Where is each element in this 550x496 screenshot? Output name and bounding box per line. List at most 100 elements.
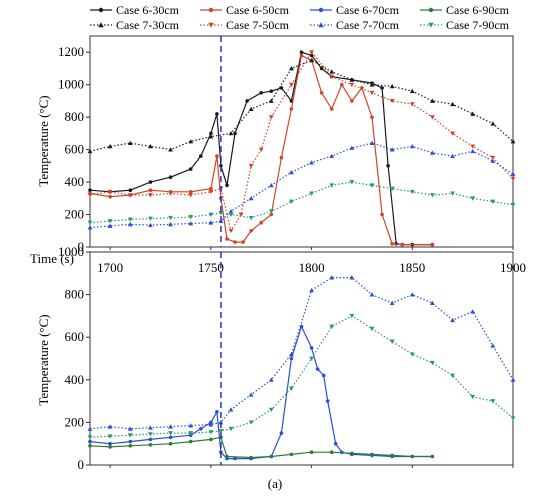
- data-point: [127, 217, 133, 222]
- data-point: [208, 189, 214, 195]
- data-point: [268, 115, 274, 120]
- data-point: [233, 240, 237, 244]
- data-point: [127, 193, 133, 198]
- data-point: [218, 429, 224, 434]
- data-point: [128, 188, 133, 192]
- data-point: [188, 193, 194, 198]
- data-point: [168, 221, 173, 227]
- data-point: [289, 169, 294, 175]
- data-point: [370, 115, 374, 119]
- legend-marker: [208, 7, 214, 13]
- data-point: [127, 140, 133, 146]
- data-point: [188, 139, 194, 144]
- series-line: [89, 51, 514, 233]
- data-point: [107, 434, 113, 439]
- series-line: [89, 142, 514, 229]
- data-point: [248, 392, 254, 397]
- data-point: [279, 155, 284, 160]
- data-point: [329, 69, 335, 74]
- top-y-tick-label: 800: [65, 109, 85, 124]
- data-point: [248, 420, 254, 425]
- bottom-plot-frame: [89, 251, 514, 466]
- data-point: [148, 437, 153, 442]
- data-point: [470, 148, 476, 154]
- data-point: [188, 439, 193, 444]
- data-point: [309, 57, 314, 63]
- data-point: [248, 163, 254, 169]
- data-point: [87, 220, 93, 226]
- series-case-7-90cm: [87, 180, 516, 226]
- series-line: [89, 277, 514, 430]
- data-point: [470, 309, 476, 314]
- data-point: [510, 176, 516, 182]
- data-point: [329, 324, 335, 329]
- data-point: [386, 164, 390, 168]
- data-point: [450, 317, 455, 323]
- data-point: [228, 426, 234, 432]
- data-point: [430, 360, 435, 366]
- bottom-y-tick-label: 800: [65, 287, 85, 302]
- legend-label: Case 7-90cm: [446, 18, 510, 32]
- data-point: [209, 186, 213, 191]
- bottom-y-tick-label: 0: [78, 457, 85, 472]
- data-point: [228, 212, 234, 217]
- data-point: [380, 212, 384, 217]
- legend-marker: [98, 7, 104, 13]
- data-point: [450, 153, 455, 159]
- data-point: [148, 193, 153, 198]
- data-point: [208, 430, 214, 435]
- legend-label: Case 6-30cm: [116, 3, 180, 17]
- data-point: [389, 99, 395, 104]
- bottom-y-tick-label: 200: [65, 414, 85, 429]
- data-point: [400, 242, 405, 247]
- data-point: [349, 82, 355, 88]
- data-point: [108, 194, 112, 199]
- data-point: [289, 66, 294, 71]
- top-y-axis-title: Temperature (°C): [36, 95, 51, 186]
- data-point: [225, 237, 229, 241]
- x-tick-label: 1750: [198, 260, 224, 275]
- data-point: [430, 242, 435, 247]
- data-point: [168, 215, 173, 221]
- data-point: [148, 216, 153, 221]
- data-point: [249, 229, 253, 233]
- data-point: [333, 441, 338, 446]
- bottom-series: [87, 275, 516, 468]
- data-point: [168, 175, 173, 179]
- series-line: [89, 324, 433, 460]
- data-point: [289, 199, 294, 204]
- data-point: [430, 150, 435, 155]
- data-point: [238, 212, 244, 217]
- data-point: [248, 195, 254, 201]
- series-case-6-50cm: [88, 53, 435, 247]
- data-point: [390, 453, 394, 458]
- data-point: [199, 427, 203, 431]
- data-point: [329, 74, 335, 79]
- data-point: [329, 450, 334, 455]
- data-point: [315, 367, 320, 371]
- data-point: [188, 215, 194, 220]
- legend-marker: [428, 7, 434, 13]
- data-point: [510, 416, 516, 421]
- data-point: [225, 183, 229, 188]
- data-point: [107, 223, 113, 228]
- data-point: [289, 351, 294, 357]
- data-point: [268, 182, 274, 188]
- data-point: [289, 386, 294, 391]
- data-point: [430, 115, 435, 120]
- data-point: [329, 275, 335, 280]
- data-point: [268, 377, 274, 382]
- legend-item: Case 6-70cm: [310, 3, 400, 17]
- data-point: [87, 426, 93, 431]
- series-case-7-30cm: [87, 57, 516, 154]
- data-point: [409, 189, 415, 195]
- data-point: [148, 443, 153, 447]
- legend-item: Case 6-50cm: [200, 3, 290, 17]
- data-point: [127, 426, 133, 431]
- top-y-tick-label: 1200: [58, 44, 84, 59]
- data-point: [389, 186, 395, 191]
- data-point: [208, 212, 214, 217]
- data-point: [248, 106, 254, 111]
- data-point: [87, 193, 93, 198]
